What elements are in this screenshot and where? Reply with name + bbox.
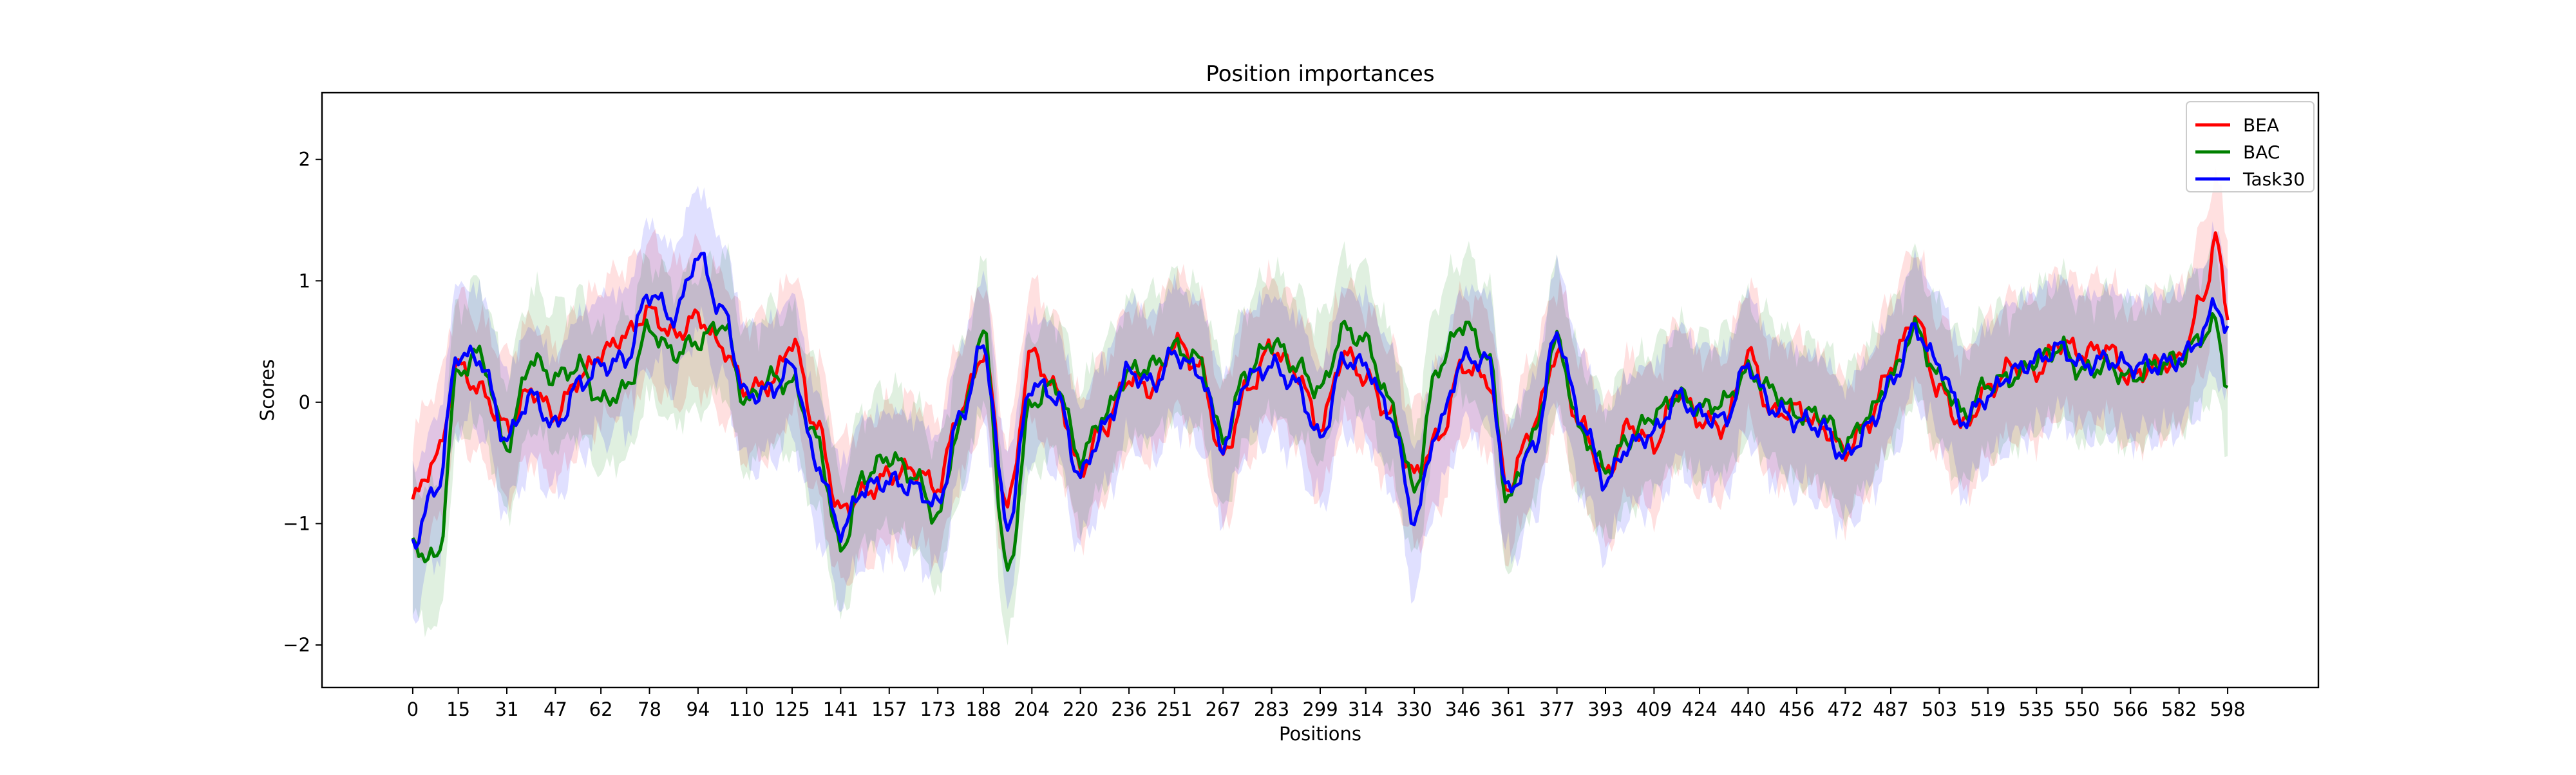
- x-tick-label: 519: [1970, 698, 2005, 720]
- x-tick-label: 204: [1014, 698, 1050, 720]
- y-tick-label: 1: [299, 270, 310, 292]
- x-tick-label: 487: [1873, 698, 1908, 720]
- x-tick-label: 78: [638, 698, 661, 720]
- legend-label-bac: BAC: [2243, 142, 2280, 163]
- x-tick-label: 110: [729, 698, 764, 720]
- y-tick-label: 2: [299, 149, 310, 171]
- legend-label-bea: BEA: [2243, 115, 2279, 136]
- x-tick-label: 0: [407, 698, 419, 720]
- x-tick-label: 31: [495, 698, 519, 720]
- x-tick-label: 283: [1254, 698, 1289, 720]
- y-axis-label: Scores: [256, 359, 278, 421]
- x-tick-label: 251: [1157, 698, 1192, 720]
- x-tick-label: 62: [589, 698, 613, 720]
- x-tick-label: 15: [446, 698, 470, 720]
- y-tick-label: −2: [283, 634, 310, 656]
- x-tick-label: 47: [544, 698, 567, 720]
- x-tick-label: 598: [2210, 698, 2245, 720]
- x-tick-label: 299: [1302, 698, 1338, 720]
- x-tick-label: 267: [1206, 698, 1241, 720]
- x-tick-label: 393: [1587, 698, 1623, 720]
- x-tick-label: 361: [1491, 698, 1526, 720]
- x-tick-label: 550: [2064, 698, 2099, 720]
- x-tick-label: 157: [871, 698, 907, 720]
- chart-title: Position importances: [1206, 61, 1434, 87]
- legend: BEA BAC Task30: [2186, 102, 2314, 192]
- x-tick-label: 440: [1730, 698, 1766, 720]
- y-tick-label: 0: [299, 391, 310, 413]
- x-tick-label: 220: [1063, 698, 1098, 720]
- x-tick-label: 188: [965, 698, 1001, 720]
- y-axis-ticks: −2 −1 0 1 2: [283, 149, 322, 656]
- x-tick-label: 503: [1922, 698, 1957, 720]
- x-tick-label: 409: [1636, 698, 1672, 720]
- x-tick-label: 456: [1779, 698, 1814, 720]
- x-tick-label: 141: [823, 698, 858, 720]
- legend-label-task30: Task30: [2242, 169, 2305, 190]
- x-tick-label: 535: [2019, 698, 2054, 720]
- x-tick-label: 424: [1681, 698, 1717, 720]
- x-axis-ticks: 0 15 31 47 62 78 94 110 125 141 157 173 188 204 220 236…: [407, 687, 2246, 720]
- x-tick-label: 346: [1445, 698, 1481, 720]
- x-tick-label: 236: [1111, 698, 1146, 720]
- x-tick-label: 330: [1396, 698, 1432, 720]
- x-tick-label: 173: [920, 698, 956, 720]
- x-tick-label: 377: [1539, 698, 1575, 720]
- x-tick-label: 566: [2113, 698, 2148, 720]
- x-tick-label: 125: [774, 698, 810, 720]
- x-axis-label: Positions: [1279, 723, 1361, 745]
- y-tick-label: −1: [283, 512, 310, 534]
- x-tick-label: 472: [1828, 698, 1863, 720]
- x-tick-label: 94: [686, 698, 710, 720]
- x-tick-label: 582: [2161, 698, 2197, 720]
- x-tick-label: 314: [1348, 698, 1383, 720]
